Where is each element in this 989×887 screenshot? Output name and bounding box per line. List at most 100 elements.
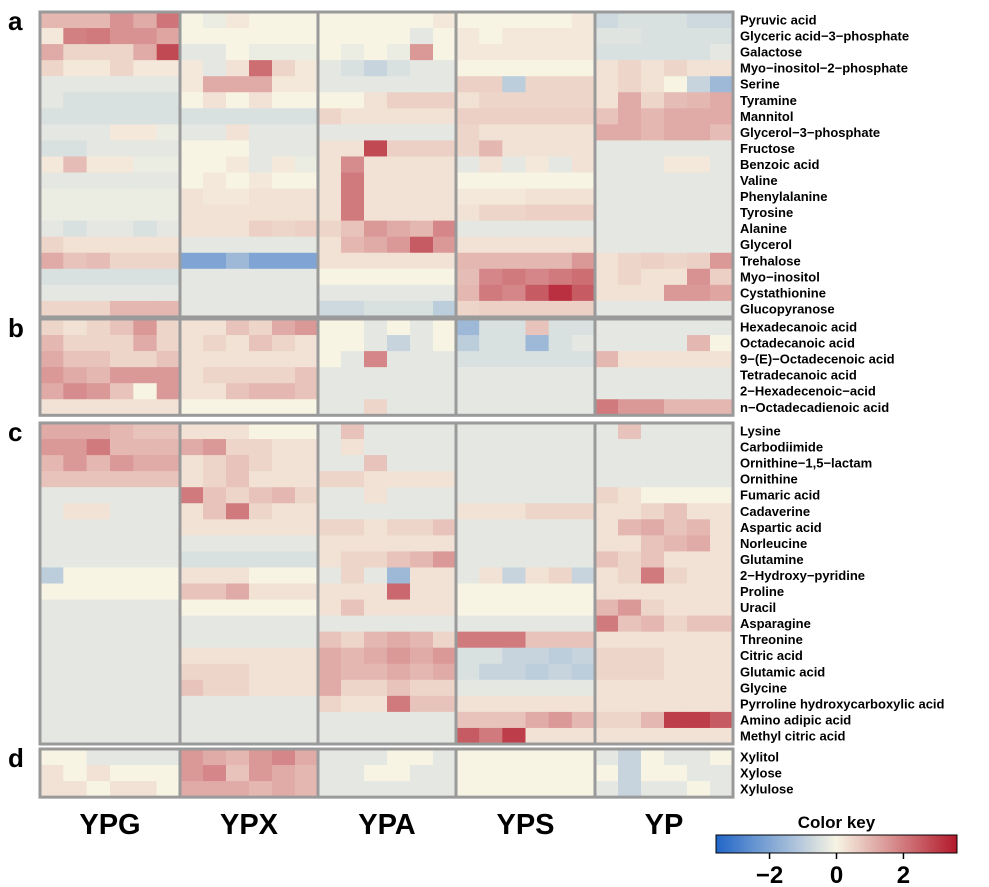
heatmap-cell: [571, 471, 596, 488]
heatmap-cell: [40, 679, 64, 697]
heatmap-cell: [641, 124, 665, 141]
heatmap-cell: [525, 383, 550, 400]
heatmap-cell: [571, 781, 596, 798]
heatmap-cell: [641, 567, 665, 584]
heatmap-cell: [525, 156, 550, 173]
heatmap-cell: [525, 471, 550, 488]
heatmap-cell: [86, 583, 111, 600]
heatmap-cell: [295, 487, 319, 504]
heatmap-cell: [295, 28, 319, 45]
heatmap-cell: [272, 663, 296, 681]
heatmap-cell: [641, 423, 665, 440]
row-label: n−Octadecadienoic acid: [740, 400, 889, 415]
heatmap-cell: [687, 711, 711, 729]
heatmap-cell: [410, 551, 434, 568]
heatmap-cell: [86, 599, 111, 616]
heatmap-cell: [341, 140, 365, 157]
heatmap-cell: [502, 551, 526, 568]
heatmap-cell: [618, 455, 642, 472]
heatmap-cell: [272, 335, 296, 352]
heatmap-cell: [548, 268, 573, 286]
heatmap-cell: [63, 535, 88, 552]
heatmap-cell: [133, 220, 158, 238]
heatmap-cell: [63, 188, 88, 205]
heatmap-cell: [664, 140, 688, 157]
heatmap-cell: [341, 268, 365, 286]
heatmap-cell: [86, 335, 111, 352]
heatmap-cell: [203, 487, 227, 504]
heatmap-cell: [595, 679, 619, 697]
heatmap-cell: [40, 781, 64, 798]
heatmap-cell: [387, 44, 411, 61]
heatmap-cell: [133, 727, 158, 745]
heatmap-cell: [687, 615, 711, 633]
heatmap-cell: [364, 300, 388, 318]
heatmap-cell: [479, 268, 503, 286]
heatmap-cell: [641, 300, 665, 318]
heatmap-cell: [502, 204, 526, 222]
heatmap-cell: [548, 108, 573, 125]
heatmap-cell: [502, 599, 526, 616]
heatmap-cell: [364, 28, 388, 45]
heatmap-cell: [641, 711, 665, 729]
heatmap-cell: [618, 383, 642, 400]
heatmap-cell: [272, 284, 296, 302]
heatmap-cell: [641, 220, 665, 238]
heatmap-cell: [618, 44, 642, 61]
heatmap-cell: [595, 268, 619, 286]
heatmap-cell: [664, 28, 688, 45]
heatmap-cell: [40, 503, 64, 520]
heatmap-cell: [226, 471, 250, 488]
heatmap-cell: [249, 749, 273, 766]
heatmap-cell: [710, 204, 734, 222]
heatmap-cell: [40, 399, 64, 416]
heatmap-cell: [687, 335, 711, 352]
heatmap-cell: [63, 679, 88, 697]
heatmap-cell: [641, 172, 665, 189]
heatmap-cell: [433, 140, 457, 157]
heatmap-cell: [341, 60, 365, 77]
heatmap-cell: [479, 647, 503, 665]
heatmap-cell: [110, 351, 134, 368]
heatmap-cell: [502, 663, 526, 681]
heatmap-cell: [595, 12, 619, 29]
heatmap-cell: [295, 765, 319, 782]
heatmap-cell: [180, 551, 204, 568]
heatmap-cell: [318, 236, 342, 254]
heatmap-cell: [641, 188, 665, 205]
heatmap-cell: [180, 60, 204, 77]
heatmap-cell: [502, 455, 526, 472]
heatmap-cell: [364, 615, 388, 633]
heatmap-cell: [203, 140, 227, 157]
row-label: 2−Hexadecenoic−acid: [740, 384, 876, 399]
heatmap-cell: [387, 765, 411, 782]
heatmap-cell: [479, 695, 503, 713]
heatmap-cell: [456, 268, 480, 286]
heatmap-cell: [133, 140, 158, 157]
heatmap-cell: [571, 188, 596, 205]
heatmap-cell: [341, 124, 365, 141]
heatmap-cell: [203, 663, 227, 681]
heatmap-cell: [203, 631, 227, 649]
heatmap-cell: [479, 383, 503, 400]
heatmap-cell: [341, 252, 365, 270]
heatmap-cell: [226, 567, 250, 584]
heatmap-cell: [295, 188, 319, 205]
heatmap-cell: [641, 535, 665, 552]
heatmap-cell: [410, 12, 434, 29]
heatmap-cell: [641, 487, 665, 504]
heatmap-cell: [40, 108, 64, 125]
heatmap-cell: [272, 749, 296, 766]
heatmap-cell: [641, 631, 665, 649]
heatmap-cell: [133, 423, 158, 440]
heatmap-cell: [618, 439, 642, 456]
heatmap-cell: [433, 12, 457, 29]
heatmap-cell: [410, 319, 434, 336]
heatmap-cell: [272, 156, 296, 173]
heatmap-cell: [664, 455, 688, 472]
heatmap-cell: [272, 140, 296, 157]
heatmap-cell: [618, 252, 642, 270]
heatmap-cell: [641, 727, 665, 745]
heatmap-cell: [548, 503, 573, 520]
heatmap-cell: [272, 471, 296, 488]
